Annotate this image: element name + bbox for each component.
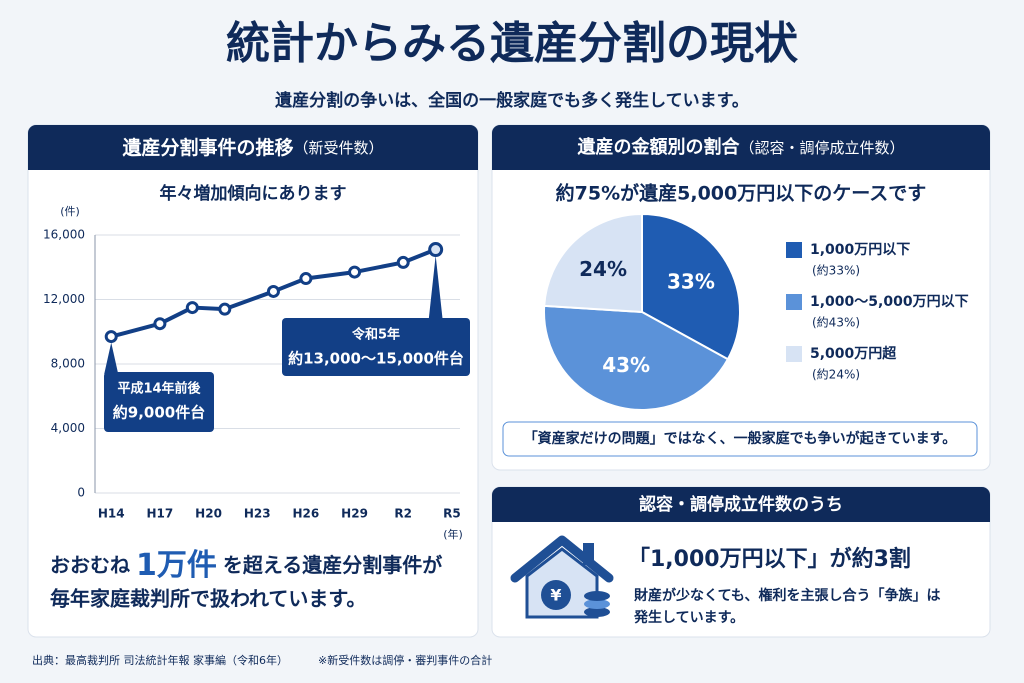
legend-swatch bbox=[786, 346, 802, 362]
y-tick-label: 16,000 bbox=[43, 228, 85, 242]
left-panel: 遺産分割事件の推移（新受件数） 年々増加傾向にあります (件) (年) おおむね… bbox=[27, 124, 479, 638]
x-unit: (年) bbox=[443, 527, 463, 541]
footer-source: 出典：最高裁判所 司法統計年報 家事編（令和6年） bbox=[32, 653, 288, 667]
chart-title: 年々増加傾向にあります bbox=[160, 183, 347, 204]
x-tick-label: H14 bbox=[98, 507, 125, 521]
x-tick-label: H23 bbox=[244, 507, 271, 521]
point bbox=[266, 284, 280, 298]
y-tick-label: 8,000 bbox=[51, 357, 85, 371]
chart-title: 約75%が遺産5,000万円以下のケースです bbox=[556, 182, 927, 205]
legend-note: (約43%) bbox=[812, 315, 860, 330]
summary-lead: おおむね bbox=[50, 553, 130, 577]
legend-swatch bbox=[786, 294, 802, 310]
fact-headline: 「1,000万円以下」が約3割 bbox=[628, 546, 911, 572]
callout bbox=[104, 372, 214, 432]
point bbox=[428, 242, 444, 258]
y-tick-label: 0 bbox=[77, 486, 85, 500]
pie-slice bbox=[543, 212, 643, 314]
pie-slice bbox=[543, 304, 730, 411]
summary-line1: おおむね 1万件 を超える遺産分割事件が bbox=[50, 548, 442, 583]
point bbox=[104, 330, 118, 344]
panel-header bbox=[28, 125, 478, 170]
summary-emphasis: 1万件 bbox=[136, 548, 217, 583]
x-tick-label: H20 bbox=[195, 507, 222, 521]
callout bbox=[282, 318, 470, 376]
callout-text: 約9,000件台 bbox=[113, 404, 205, 422]
slice-label: 24% bbox=[579, 257, 627, 281]
x-tick-label: H17 bbox=[147, 507, 174, 521]
panel-header bbox=[492, 487, 990, 522]
title: 統計からみる遺産分割の現状 bbox=[226, 18, 799, 69]
y-tick-label: 4,000 bbox=[51, 421, 85, 435]
house-icon: ¥ bbox=[510, 535, 614, 619]
callout-text: 平成14年前後 bbox=[117, 381, 201, 397]
legend-note: (約33%) bbox=[812, 263, 860, 278]
point bbox=[153, 317, 167, 331]
callout-pointer bbox=[428, 255, 443, 320]
legend-swatch bbox=[786, 242, 802, 258]
callout-text: 令和5年 bbox=[352, 327, 400, 343]
panel-title-main: 遺産分割事件の推移 bbox=[122, 136, 293, 159]
legend-note: (約24%) bbox=[812, 367, 860, 382]
panel-title: 遺産の金額別の割合（認容・調停成立件数） bbox=[577, 136, 904, 158]
right-bottom-panel: 認容・調停成立件数のうち ¥ 「1,000万円以下」が約3割 財産が少なくても、… bbox=[491, 486, 991, 638]
callout-pointer bbox=[104, 342, 119, 374]
footer-note: ※新受件数は調停・審判事件の合計 bbox=[318, 653, 492, 667]
slice-label: 33% bbox=[667, 270, 715, 294]
point bbox=[348, 265, 362, 279]
x-tick-label: R5 bbox=[443, 507, 461, 521]
fact-body: 発生しています。 bbox=[633, 609, 744, 626]
point bbox=[396, 255, 410, 269]
x-tick-label: H26 bbox=[293, 507, 320, 521]
legend-label: 1,000万円以下 bbox=[810, 242, 910, 258]
y-tick-label: 12,000 bbox=[43, 292, 85, 306]
panel-title: 認容・調停成立件数のうち bbox=[639, 494, 843, 515]
note-box bbox=[502, 421, 978, 457]
point bbox=[185, 301, 199, 315]
callout-text: 約13,000～15,000件台 bbox=[288, 350, 464, 368]
y-unit: (件) bbox=[60, 205, 80, 218]
x-tick-label: H29 bbox=[341, 507, 368, 521]
pie-note: 「資産家だけの問題」ではなく、一般家庭でも争いが起きています。 bbox=[524, 430, 957, 447]
panel-title-sub: （新受件数） bbox=[294, 139, 384, 157]
summary-line2: 毎年家庭裁判所で扱われています。 bbox=[50, 587, 366, 611]
slice-label: 43% bbox=[602, 353, 650, 377]
panel-header bbox=[492, 125, 990, 170]
point bbox=[299, 272, 313, 286]
summary-trail: を超える遺産分割事件が bbox=[223, 553, 442, 577]
x-tick-label: R2 bbox=[394, 507, 412, 521]
legend-label: 5,000万円超 bbox=[810, 345, 897, 362]
panel-title: 遺産分割事件の推移（新受件数） bbox=[122, 136, 383, 159]
fact-body: 財産が少なくても、権利を主張し合う「争族」は bbox=[633, 587, 940, 604]
legend-label: 1,000～5,000万円以下 bbox=[810, 294, 969, 310]
panel-title-main: 遺産の金額別の割合 bbox=[577, 136, 740, 158]
pie-slice bbox=[641, 212, 741, 361]
point bbox=[218, 302, 232, 316]
panel-title-sub: （認容・調停成立件数） bbox=[739, 139, 904, 157]
svg-text:¥: ¥ bbox=[550, 586, 561, 605]
subtitle: 遺産分割の争いは、全国の一般家庭でも多く発生しています。 bbox=[275, 90, 749, 111]
